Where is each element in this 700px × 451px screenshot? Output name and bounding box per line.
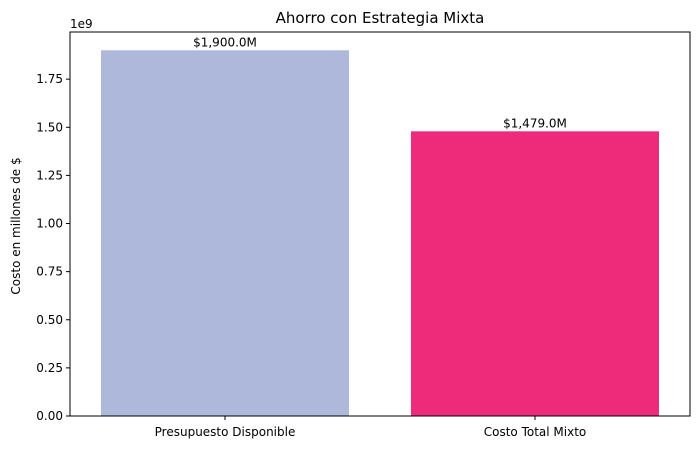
- x-axis-ticks: Presupuesto Disponible Costo Total Mixto: [155, 416, 587, 439]
- bars: [101, 50, 659, 417]
- y-axis-offset-label: 1e9: [70, 17, 93, 31]
- y-tick-label: 1.75: [36, 72, 63, 86]
- y-axis-label: Costo en millones de $: [9, 157, 23, 294]
- bar: [101, 50, 349, 417]
- y-axis-ticks: 0.00 0.25 0.50 0.75 1.00 1.25 1.50 1.75: [36, 72, 70, 423]
- y-tick-label: 1.50: [36, 120, 63, 134]
- bar-value-label: $1,900.0M: [193, 35, 257, 49]
- y-tick-label: 0.00: [36, 409, 63, 423]
- x-tick-label: Costo Total Mixto: [484, 425, 587, 439]
- bar-value-label: $1,479.0M: [503, 116, 567, 130]
- y-tick-label: 1.00: [36, 217, 63, 231]
- y-tick-label: 0.25: [36, 361, 63, 375]
- plot-frame: [69, 31, 691, 417]
- y-tick-label: 1.25: [36, 168, 63, 182]
- y-tick-label: 0.75: [36, 265, 63, 279]
- y-tick-label: 0.50: [36, 313, 63, 327]
- chart-title: Ahorro con Estrategia Mixta: [276, 9, 485, 27]
- bar: [411, 131, 659, 416]
- data-labels: $1,900.0M $1,479.0M: [193, 35, 567, 130]
- x-tick-label: Presupuesto Disponible: [155, 425, 296, 439]
